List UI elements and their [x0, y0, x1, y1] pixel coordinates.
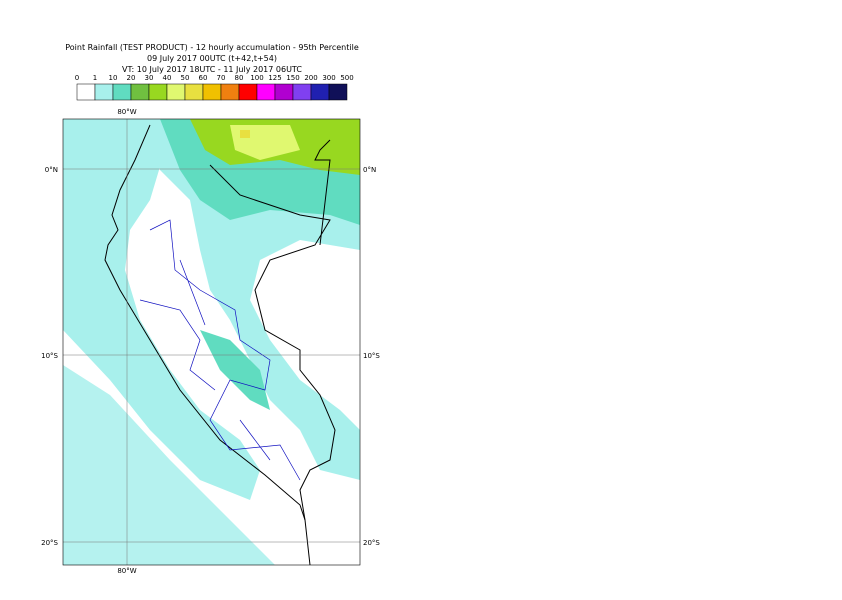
legend: 0 1 10 20 30 40 50 60 70 80 100 125 150 200 300 500 — [75, 74, 354, 101]
legend-swatch — [220, 83, 240, 101]
legend-swatch — [184, 83, 204, 101]
legend-label: 70 — [217, 74, 226, 82]
legend-swatch — [202, 83, 222, 101]
legend-label: 150 — [286, 74, 299, 82]
legend-swatch — [112, 83, 132, 101]
legend-swatch — [148, 83, 168, 101]
lat-label: 20°S — [363, 539, 380, 547]
legend-swatch — [310, 83, 330, 101]
subtitle: 09 July 2017 00UTC (t+42,t+54) — [147, 54, 277, 63]
legend-label: 200 — [304, 74, 317, 82]
legend-label: 20 — [127, 74, 136, 82]
map — [63, 119, 360, 565]
legend-swatch — [274, 83, 294, 101]
legend-label: 125 — [268, 74, 281, 82]
legend-label: 100 — [250, 74, 263, 82]
legend-label: 1 — [93, 74, 97, 82]
legend-label: 300 — [322, 74, 335, 82]
legend-swatch — [292, 83, 312, 101]
lon-label: 80°W — [117, 567, 136, 575]
legend-swatch — [328, 83, 348, 101]
legend-swatch — [238, 83, 258, 101]
lat-label: 0°N — [363, 166, 376, 174]
legend-label: 500 — [340, 74, 353, 82]
legend-swatch — [94, 83, 114, 101]
legend-label: 0 — [75, 74, 79, 82]
lon-label: 80°W — [117, 108, 136, 116]
legend-label: 50 — [181, 74, 190, 82]
lat-label: 10°S — [41, 352, 58, 360]
valid-time: VT: 10 July 2017 18UTC - 11 July 2017 06… — [122, 65, 302, 74]
legend-label: 30 — [145, 74, 154, 82]
legend-label: 60 — [199, 74, 208, 82]
lat-label: 10°S — [363, 352, 380, 360]
lat-label: 20°S — [41, 539, 58, 547]
legend-swatch — [256, 83, 276, 101]
lat-label: 0°N — [45, 166, 58, 174]
legend-label: 80 — [235, 74, 244, 82]
legend-label: 40 — [163, 74, 172, 82]
legend-swatch — [166, 83, 186, 101]
legend-swatch — [130, 83, 150, 101]
legend-label: 10 — [109, 74, 118, 82]
title: Point Rainfall (TEST PRODUCT) - 12 hourl… — [65, 43, 359, 52]
legend-swatch — [76, 83, 96, 101]
